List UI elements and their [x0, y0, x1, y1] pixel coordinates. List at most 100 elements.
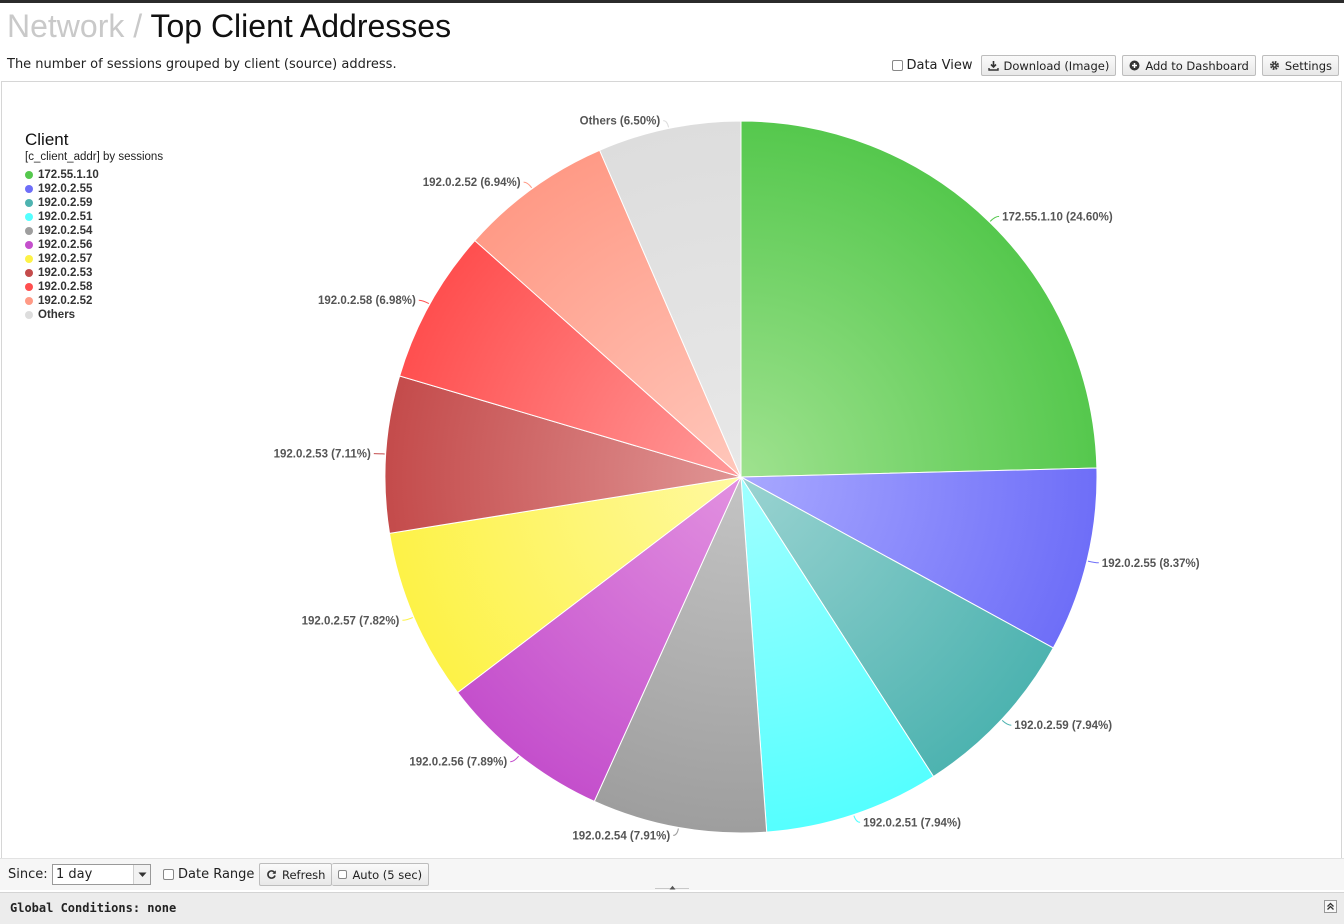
legend-title: Client [25, 130, 69, 149]
caret-up-icon[interactable] [669, 885, 676, 890]
breadcrumb-separator: / [133, 8, 143, 44]
legend-label: 192.0.2.51 [38, 211, 93, 223]
legend-label: 192.0.2.56 [38, 239, 93, 251]
legend-subtitle: [c_client_addr] by sessions [25, 151, 164, 163]
legend-swatch [25, 269, 33, 277]
legend-label: 192.0.2.54 [38, 225, 93, 237]
pie-value-label: 192.0.2.53 (7.11%) [274, 449, 371, 461]
legend-swatch [25, 213, 33, 221]
date-range-toggle[interactable]: Date Range [163, 867, 254, 882]
legend-swatch [25, 227, 33, 235]
data-view-label: Data View [906, 58, 973, 73]
pie-label-connector [663, 120, 670, 128]
legend-item[interactable]: 192.0.2.57 [25, 252, 163, 266]
window-top-border [0, 0, 1344, 3]
auto-refresh-checkbox[interactable] [338, 870, 348, 879]
chevron-down-icon[interactable] [133, 865, 150, 884]
report-description: The number of sessions grouped by client… [7, 57, 397, 72]
pie-value-label: 192.0.2.58 (6.98%) [318, 295, 416, 307]
refresh-icon [266, 869, 277, 880]
pie-label-connector [853, 815, 861, 823]
data-view-toggle[interactable]: Data View [892, 58, 973, 73]
pie-slice[interactable] [474, 149, 742, 478]
legend-label: Others [38, 309, 76, 321]
pie-slice[interactable] [598, 120, 742, 478]
legend-swatch [25, 241, 33, 249]
download-image-label: Download (Image) [1003, 58, 1110, 73]
pie-slice[interactable] [456, 476, 742, 803]
legend-label: 192.0.2.58 [38, 281, 93, 293]
pie-value-label: 172.55.1.10 (24.60%) [1002, 211, 1113, 223]
pie-label-connector [989, 215, 1000, 222]
page-title: Network / Top Client Addresses [7, 6, 451, 46]
legend-item[interactable]: 192.0.2.58 [25, 280, 163, 294]
pie-label-connector [1087, 560, 1099, 564]
legend-item[interactable]: Others [25, 308, 163, 322]
legend-item[interactable]: 192.0.2.53 [25, 266, 163, 280]
time-controls-bar: Since: 1 day Date Range Refresh Auto (5 … [0, 858, 1344, 890]
legend-label: 192.0.2.53 [38, 267, 93, 279]
legend-swatch [25, 283, 33, 291]
legend-item[interactable]: 192.0.2.56 [25, 238, 163, 252]
date-range-checkbox[interactable] [163, 869, 174, 880]
gear-icon [1269, 60, 1280, 71]
pie-value-label: 192.0.2.54 (7.91%) [572, 830, 670, 842]
pie-slice[interactable] [593, 476, 768, 834]
pie-value-label: 192.0.2.51 (7.94%) [863, 817, 961, 829]
legend-label: 192.0.2.57 [38, 253, 93, 265]
pie-label-connector [510, 755, 519, 763]
refresh-label: Refresh [282, 867, 326, 882]
pie-value-label: Others (6.50%) [580, 116, 661, 128]
chart-legend: Client [c_client_addr] by sessions 172.5… [25, 131, 163, 322]
data-view-checkbox[interactable] [892, 60, 904, 71]
legend-swatch [25, 199, 33, 207]
pie-slice[interactable] [388, 476, 742, 694]
since-label: Since: [8, 867, 48, 882]
plus-circle-icon [1129, 60, 1140, 71]
legend-swatch [25, 185, 33, 193]
double-chevron-up-icon[interactable] [1324, 900, 1337, 913]
breadcrumb-network[interactable]: Network [7, 8, 125, 44]
legend-item[interactable]: 192.0.2.59 [25, 196, 163, 210]
pie-label-connector [673, 828, 679, 836]
legend-item[interactable]: 192.0.2.54 [25, 224, 163, 238]
pie-label-connector [402, 617, 414, 621]
pie-slice[interactable] [399, 239, 742, 478]
pie-value-label: 192.0.2.59 (7.94%) [1014, 720, 1112, 732]
legend-swatch [25, 297, 33, 305]
legend-item[interactable]: 192.0.2.51 [25, 210, 163, 224]
download-icon [987, 60, 999, 71]
global-conditions-bar[interactable]: Global Conditions: none [0, 892, 1344, 924]
refresh-button[interactable]: Refresh [259, 863, 333, 886]
add-to-dashboard-label: Add to Dashboard [1145, 58, 1249, 73]
pie-slice[interactable] [740, 476, 1054, 778]
legend-item[interactable]: 172.55.1.10 [25, 168, 163, 182]
legend-swatch [25, 311, 33, 319]
report-title: Top Client Addresses [150, 8, 452, 44]
pie-value-label: 192.0.2.56 (7.89%) [409, 757, 507, 769]
legend-swatch [25, 171, 33, 179]
pie-value-label: 192.0.2.55 (8.37%) [1102, 558, 1200, 570]
pie-slice[interactable] [740, 476, 935, 833]
settings-button[interactable]: Settings [1261, 55, 1339, 76]
pie-slice[interactable] [740, 120, 1098, 478]
settings-label: Settings [1284, 58, 1332, 73]
legend-item[interactable]: 192.0.2.52 [25, 294, 163, 308]
date-range-label: Date Range [178, 867, 255, 882]
pie-label-connector [523, 181, 533, 189]
pie-slice[interactable] [739, 467, 1098, 649]
download-image-button[interactable]: Download (Image) [980, 55, 1117, 76]
auto-refresh-label: Auto (5 sec) [352, 867, 423, 882]
legend-swatch [25, 255, 33, 263]
pie-slice[interactable] [384, 375, 742, 534]
auto-refresh-button[interactable]: Auto (5 sec) [332, 863, 430, 886]
legend-item[interactable]: 192.0.2.55 [25, 182, 163, 196]
legend-label: 172.55.1.10 [38, 169, 99, 181]
legend-label: 192.0.2.59 [38, 197, 93, 209]
add-to-dashboard-button[interactable]: Add to Dashboard [1122, 55, 1256, 76]
pie-value-label: 192.0.2.57 (7.82%) [302, 615, 400, 627]
global-conditions-text: Global Conditions: none [10, 901, 177, 915]
report-toolbar: Data View Download (Image) Add to Dashbo… [892, 54, 1339, 77]
since-select[interactable]: 1 day [52, 864, 151, 885]
